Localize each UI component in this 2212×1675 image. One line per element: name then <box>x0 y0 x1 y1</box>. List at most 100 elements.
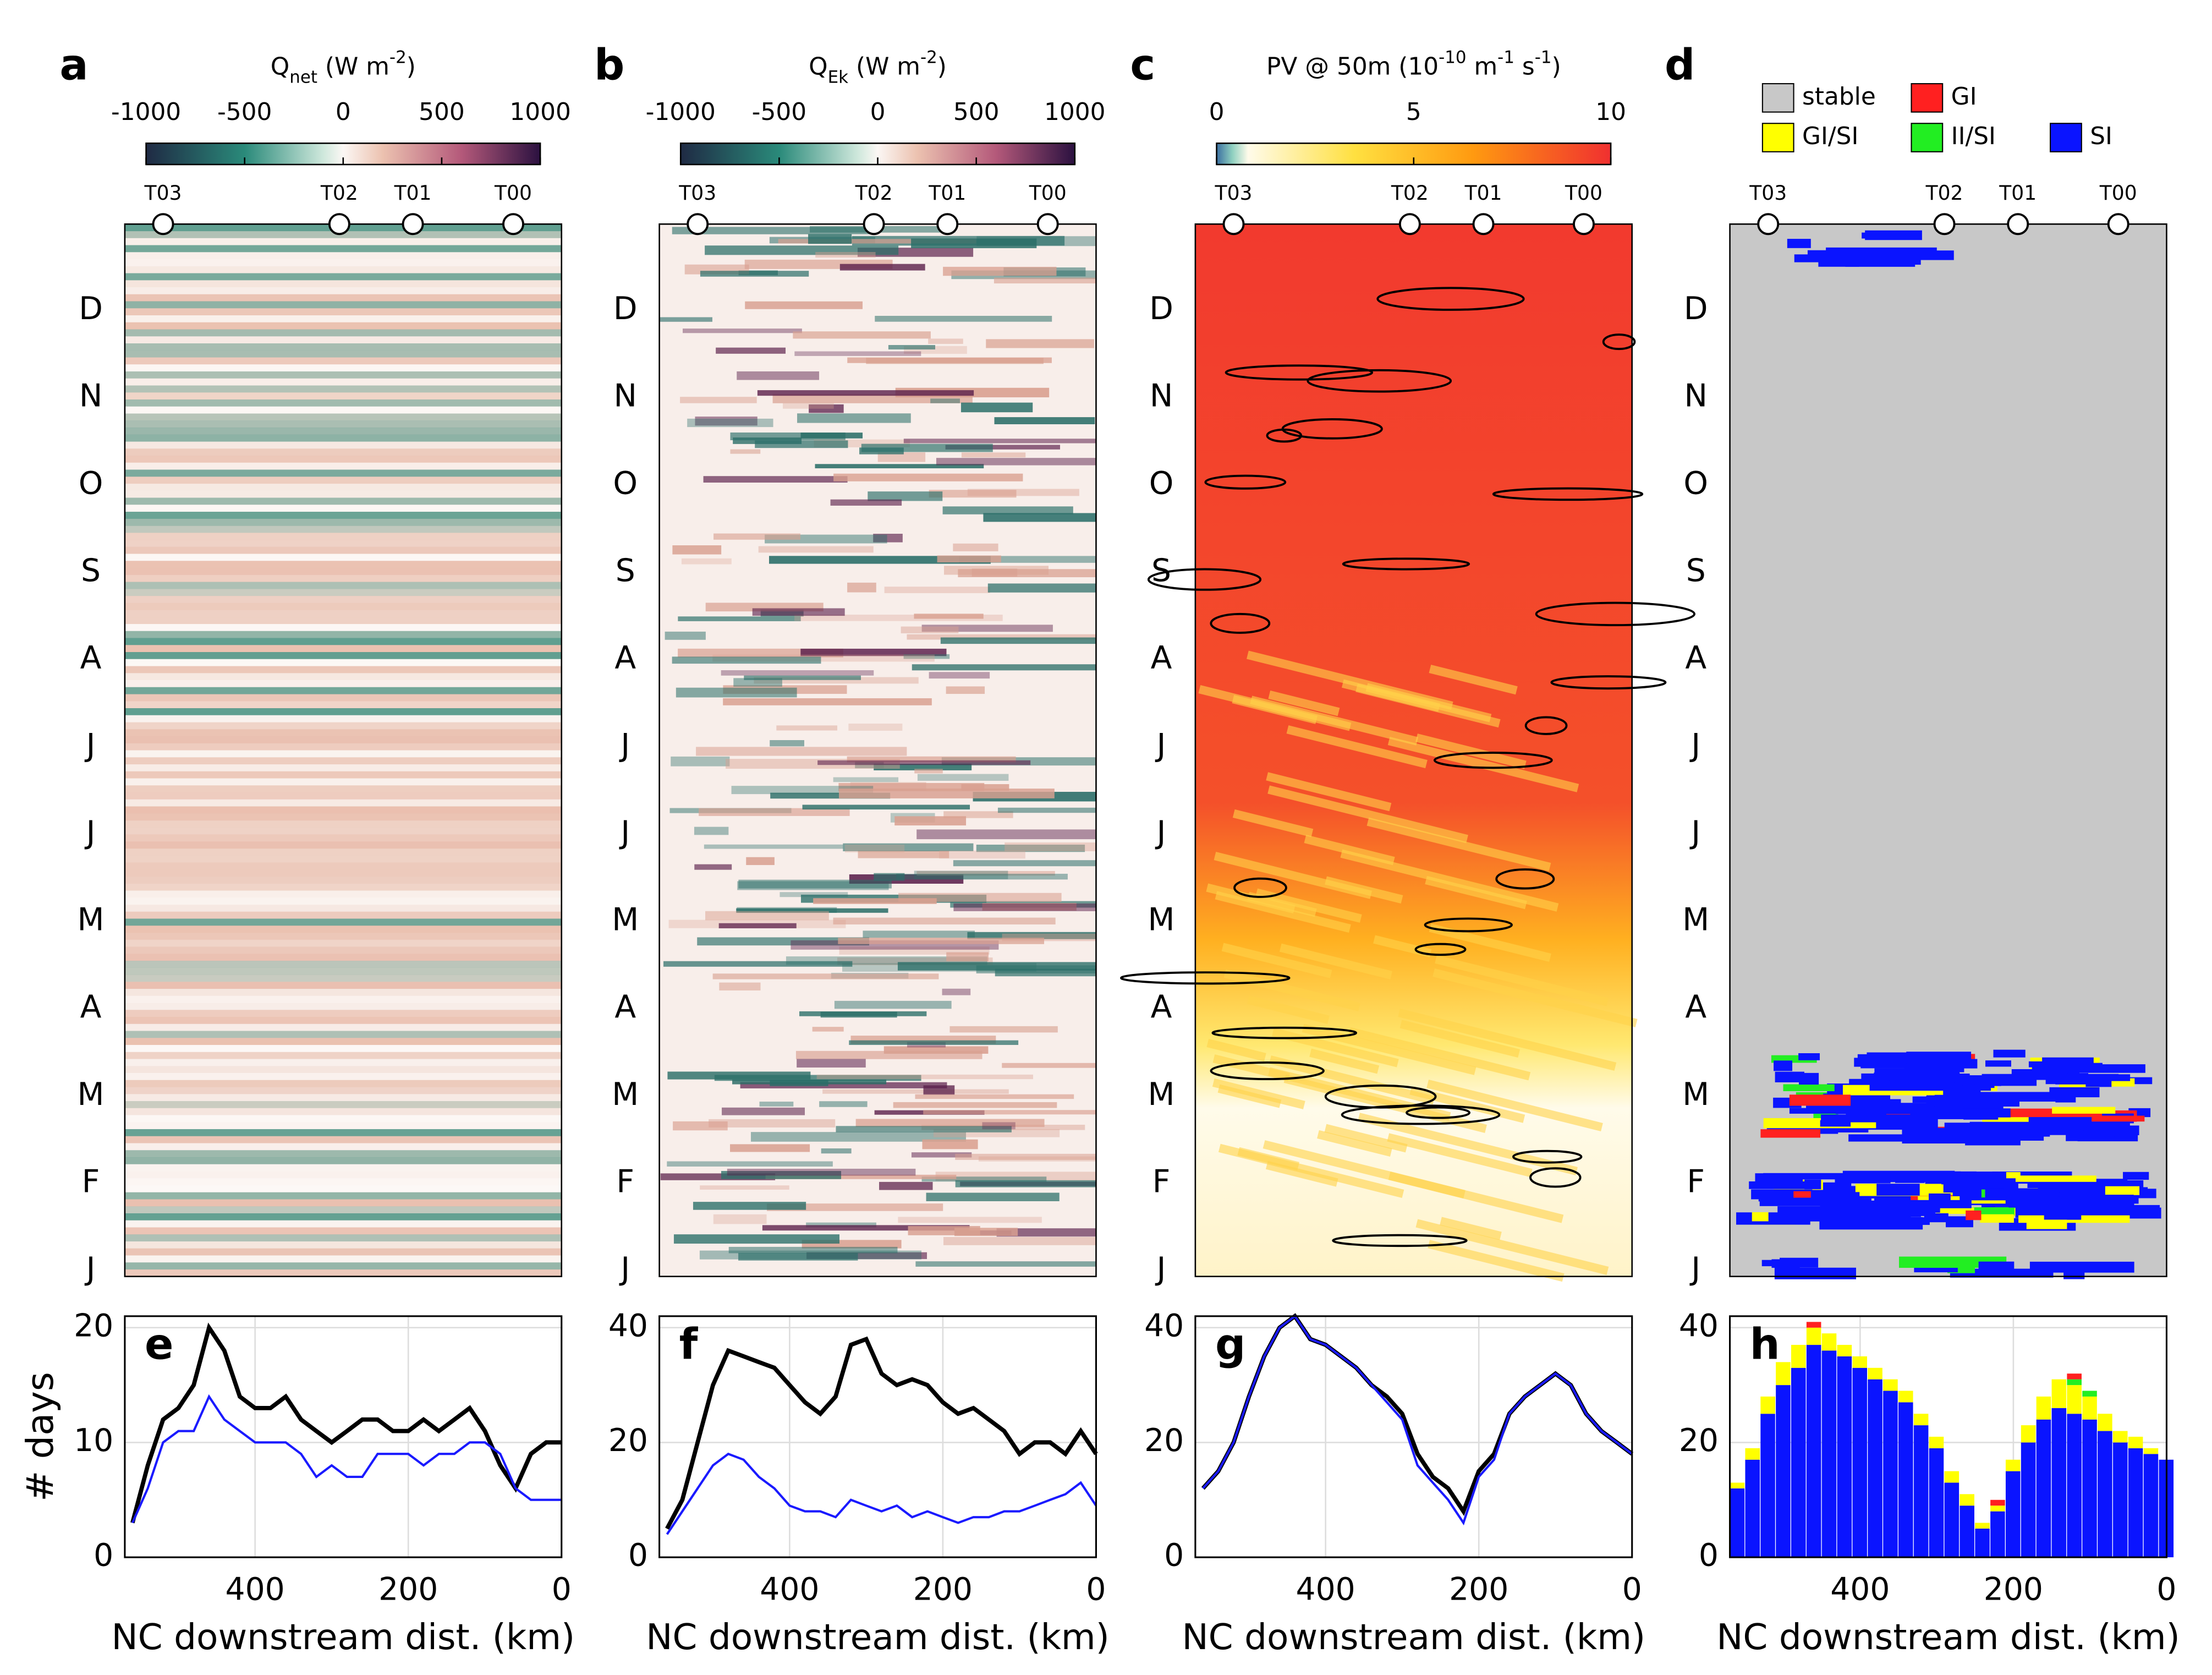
field-stripe <box>124 841 562 849</box>
field-stripe <box>124 1192 562 1200</box>
month-label: M <box>612 1076 639 1113</box>
colorbar-tick-label: 1000 <box>509 98 570 126</box>
colorbar-tick-label: 10 <box>1595 98 1626 126</box>
month-label: J <box>85 1251 96 1287</box>
field-streak <box>1206 1038 1266 1061</box>
field-streak <box>806 1222 876 1228</box>
field-stripe <box>124 820 562 828</box>
field-streak <box>996 1228 1096 1237</box>
field-streak <box>663 961 853 967</box>
field-stripe <box>124 455 562 463</box>
field-stripe <box>124 743 562 751</box>
field-stripe <box>124 1262 562 1270</box>
contour <box>1524 716 1568 735</box>
field-streak <box>754 677 919 684</box>
field-streak <box>907 634 1096 640</box>
field-stripe <box>124 483 562 491</box>
field-patch <box>2026 1219 2067 1229</box>
field-streak <box>855 1119 1045 1127</box>
month-label: O <box>1149 465 1174 501</box>
contour <box>1225 364 1374 381</box>
bar-segment <box>1883 1379 1898 1391</box>
field-stripe <box>124 1269 562 1277</box>
bar-segment <box>1898 1402 1913 1558</box>
field-streak <box>1429 923 1551 962</box>
y-axis-label: # days <box>19 1372 62 1502</box>
station-label: T03 <box>678 182 716 205</box>
field-streak <box>719 982 761 990</box>
y-tick-label: 0 <box>1164 1537 1184 1574</box>
field-stripe <box>124 939 562 947</box>
field-stripe <box>124 799 562 807</box>
field-patch <box>1910 1108 2011 1118</box>
field-streak <box>942 506 1073 514</box>
field-patch <box>1752 1212 1769 1222</box>
field-streak <box>987 583 1096 593</box>
bar-segment <box>1990 1511 2005 1558</box>
field-stripe <box>124 617 562 625</box>
field-streak <box>713 533 800 540</box>
field-stripe <box>124 533 562 540</box>
field-streak <box>1214 852 1373 899</box>
bar-segment <box>1852 1367 1867 1558</box>
station-marker <box>1573 213 1595 236</box>
field-patch <box>1978 1261 2015 1274</box>
colorbar-tick-label: 1000 <box>1044 98 1105 126</box>
x-tick-label: 0 <box>1086 1572 1106 1608</box>
bar-segment <box>1929 1448 1944 1558</box>
field-streak <box>916 829 1096 840</box>
field-patch <box>2008 1196 2116 1208</box>
field-streak <box>705 245 899 255</box>
plot-bg <box>1195 1316 1632 1558</box>
field-streak <box>1309 1048 1380 1074</box>
field-streak <box>945 445 1060 450</box>
field-patch <box>2123 1172 2149 1180</box>
y-tick-label: 0 <box>628 1537 648 1574</box>
field-stripe <box>124 926 562 933</box>
field-stripe <box>124 477 562 484</box>
field-streak <box>928 338 963 344</box>
field-streak <box>849 1040 1019 1045</box>
field-patch <box>2055 1091 2076 1103</box>
field-patch <box>1936 1207 1974 1214</box>
field-streak <box>843 843 974 851</box>
month-label: S <box>1151 552 1171 589</box>
contour <box>1424 917 1513 933</box>
field-stripe <box>124 1044 562 1052</box>
field-streak <box>915 1094 1074 1099</box>
series-line <box>130 1322 562 1524</box>
field-streak <box>731 786 874 795</box>
field-stripe <box>124 469 562 477</box>
field-stripe <box>124 834 562 842</box>
contour <box>1120 971 1291 985</box>
field-streak <box>1223 969 1360 1011</box>
field-streak <box>750 1132 966 1142</box>
field-streak <box>713 1214 767 1224</box>
field-patch <box>1763 1173 1869 1180</box>
field-stripe <box>124 385 562 393</box>
field-streak <box>935 1172 1096 1181</box>
contour <box>1147 568 1262 591</box>
contour <box>1307 369 1452 393</box>
bar-segment <box>1776 1362 1791 1386</box>
field-streak <box>1279 943 1393 979</box>
field-streak <box>755 440 848 448</box>
field-stripe <box>124 266 562 273</box>
y-tick-label: 40 <box>1144 1307 1184 1344</box>
month-label: N <box>614 378 637 414</box>
field-streak <box>847 582 876 593</box>
bar-segment <box>2143 1454 2159 1558</box>
field-stripe <box>124 680 562 687</box>
bar-segment <box>1913 1414 1929 1426</box>
colorbar-tick-label: -500 <box>752 98 806 126</box>
bar-segment <box>2098 1431 2112 1558</box>
bar-segment <box>2112 1442 2128 1558</box>
bar-segment <box>1913 1425 1929 1558</box>
contour <box>1550 675 1667 690</box>
field-streak <box>815 251 876 258</box>
month-label: M <box>1148 902 1175 938</box>
field-patch <box>1962 1085 1985 1091</box>
panel-label: c <box>1130 41 1155 90</box>
field-streak <box>745 301 863 309</box>
